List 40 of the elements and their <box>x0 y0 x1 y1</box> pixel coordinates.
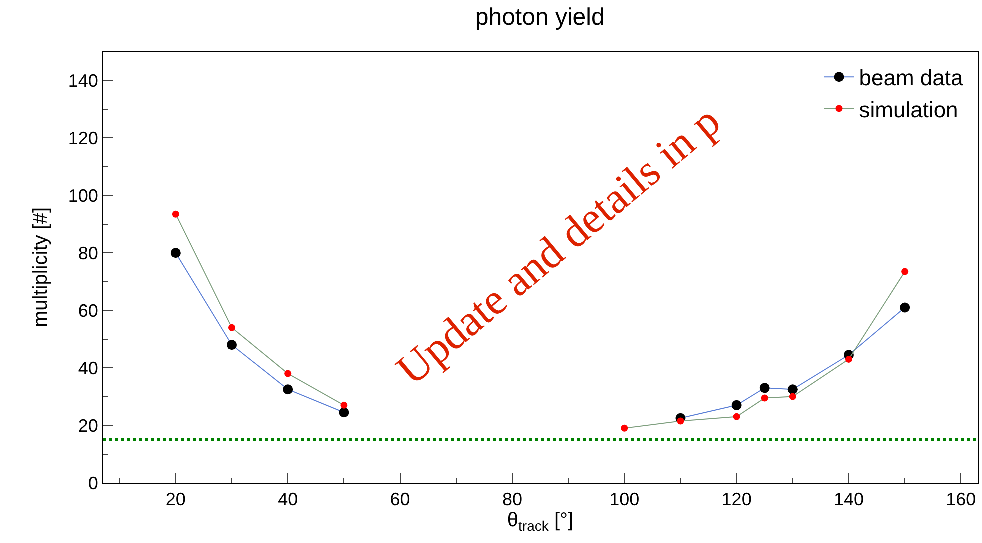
point <box>902 268 909 276</box>
point <box>789 393 796 400</box>
y-tick-label: 60 <box>78 300 98 321</box>
x-tick-label: 100 <box>610 490 640 510</box>
point <box>228 324 236 332</box>
point <box>284 370 292 378</box>
point <box>227 340 238 350</box>
y-axis-title: multiplicity [#] <box>30 207 52 328</box>
y-tick-label: 100 <box>68 186 98 206</box>
point <box>732 400 742 410</box>
x-tick-label: 140 <box>834 490 864 510</box>
x-axis-title: θ$_{track}$ [°] <box>507 510 574 534</box>
y-tick-label: 80 <box>78 243 98 264</box>
y-tick-label: 40 <box>78 358 98 378</box>
point <box>677 418 684 425</box>
x-tick-label: 40 <box>278 490 298 510</box>
point <box>170 248 181 258</box>
point <box>172 210 180 218</box>
y-tick-label: 20 <box>78 416 98 436</box>
chart-title: photon yield <box>475 4 605 31</box>
x-tick-label: 20 <box>166 490 186 510</box>
point <box>761 394 768 402</box>
point <box>760 383 770 394</box>
point <box>900 302 910 313</box>
y-tick-label: 120 <box>68 128 98 148</box>
point <box>845 356 852 363</box>
point <box>788 384 798 395</box>
legend-label: simulation <box>859 97 958 122</box>
x-tick-label: 160 <box>946 490 976 510</box>
point <box>339 408 350 418</box>
x-tick-label: 80 <box>502 490 522 510</box>
point <box>733 413 740 420</box>
legend-label: beam data <box>859 66 964 91</box>
x-tick-label: 120 <box>722 490 752 510</box>
point <box>621 424 628 432</box>
point <box>283 384 294 395</box>
point <box>340 402 348 409</box>
y-tick-label: 140 <box>68 71 98 92</box>
x-tick-label: 60 <box>390 490 410 510</box>
y-tick-label: 0 <box>88 473 98 494</box>
